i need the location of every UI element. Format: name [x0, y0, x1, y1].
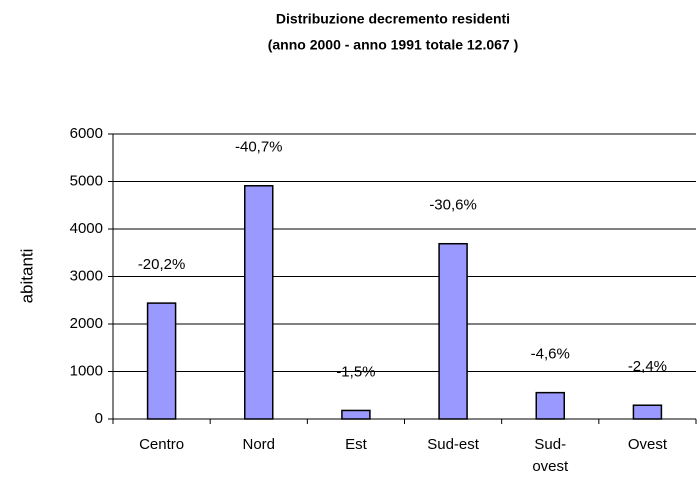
- x-tick-label: Centro: [139, 436, 184, 453]
- bar-annotation: -20,2%: [138, 256, 186, 273]
- y-tick-label: 5000: [70, 172, 103, 189]
- x-tick-label-line: Sud-: [534, 436, 566, 453]
- bar-annotation: -40,7%: [235, 139, 283, 156]
- y-axis-label: abitanti: [17, 249, 36, 304]
- y-tick-label: 2000: [70, 315, 103, 332]
- bar-annotation: -2,4%: [628, 358, 667, 375]
- bar: [535, 391, 565, 420]
- x-tick-label: Ovest: [628, 436, 668, 453]
- bar-annotation: -4,6%: [531, 346, 570, 363]
- bar-annotation: -30,6%: [429, 197, 477, 214]
- y-tick-label: 1000: [70, 362, 103, 379]
- y-tick-label: 6000: [70, 125, 103, 142]
- x-tick-label: Nord: [242, 436, 275, 453]
- chart-title: Distribuzione decremento residenti: [276, 11, 510, 27]
- bar: [438, 242, 468, 420]
- x-tick-label-line: ovest: [532, 458, 569, 475]
- x-tick-label: Sud-est: [427, 436, 480, 453]
- bar-annotation: -1,5%: [336, 363, 375, 380]
- y-tick-label: 3000: [70, 267, 103, 284]
- y-tick-label: 0: [95, 410, 103, 427]
- bar: [146, 302, 177, 420]
- chart-subtitle: (anno 2000 - anno 1991 totale 12.067 ): [268, 37, 519, 53]
- x-tick-label: Est: [345, 436, 368, 453]
- bar: [632, 404, 663, 420]
- x-tick-label: Sud-ovest: [532, 436, 569, 475]
- bar: [244, 185, 274, 420]
- bar: [341, 409, 371, 420]
- y-tick-label: 4000: [70, 220, 103, 237]
